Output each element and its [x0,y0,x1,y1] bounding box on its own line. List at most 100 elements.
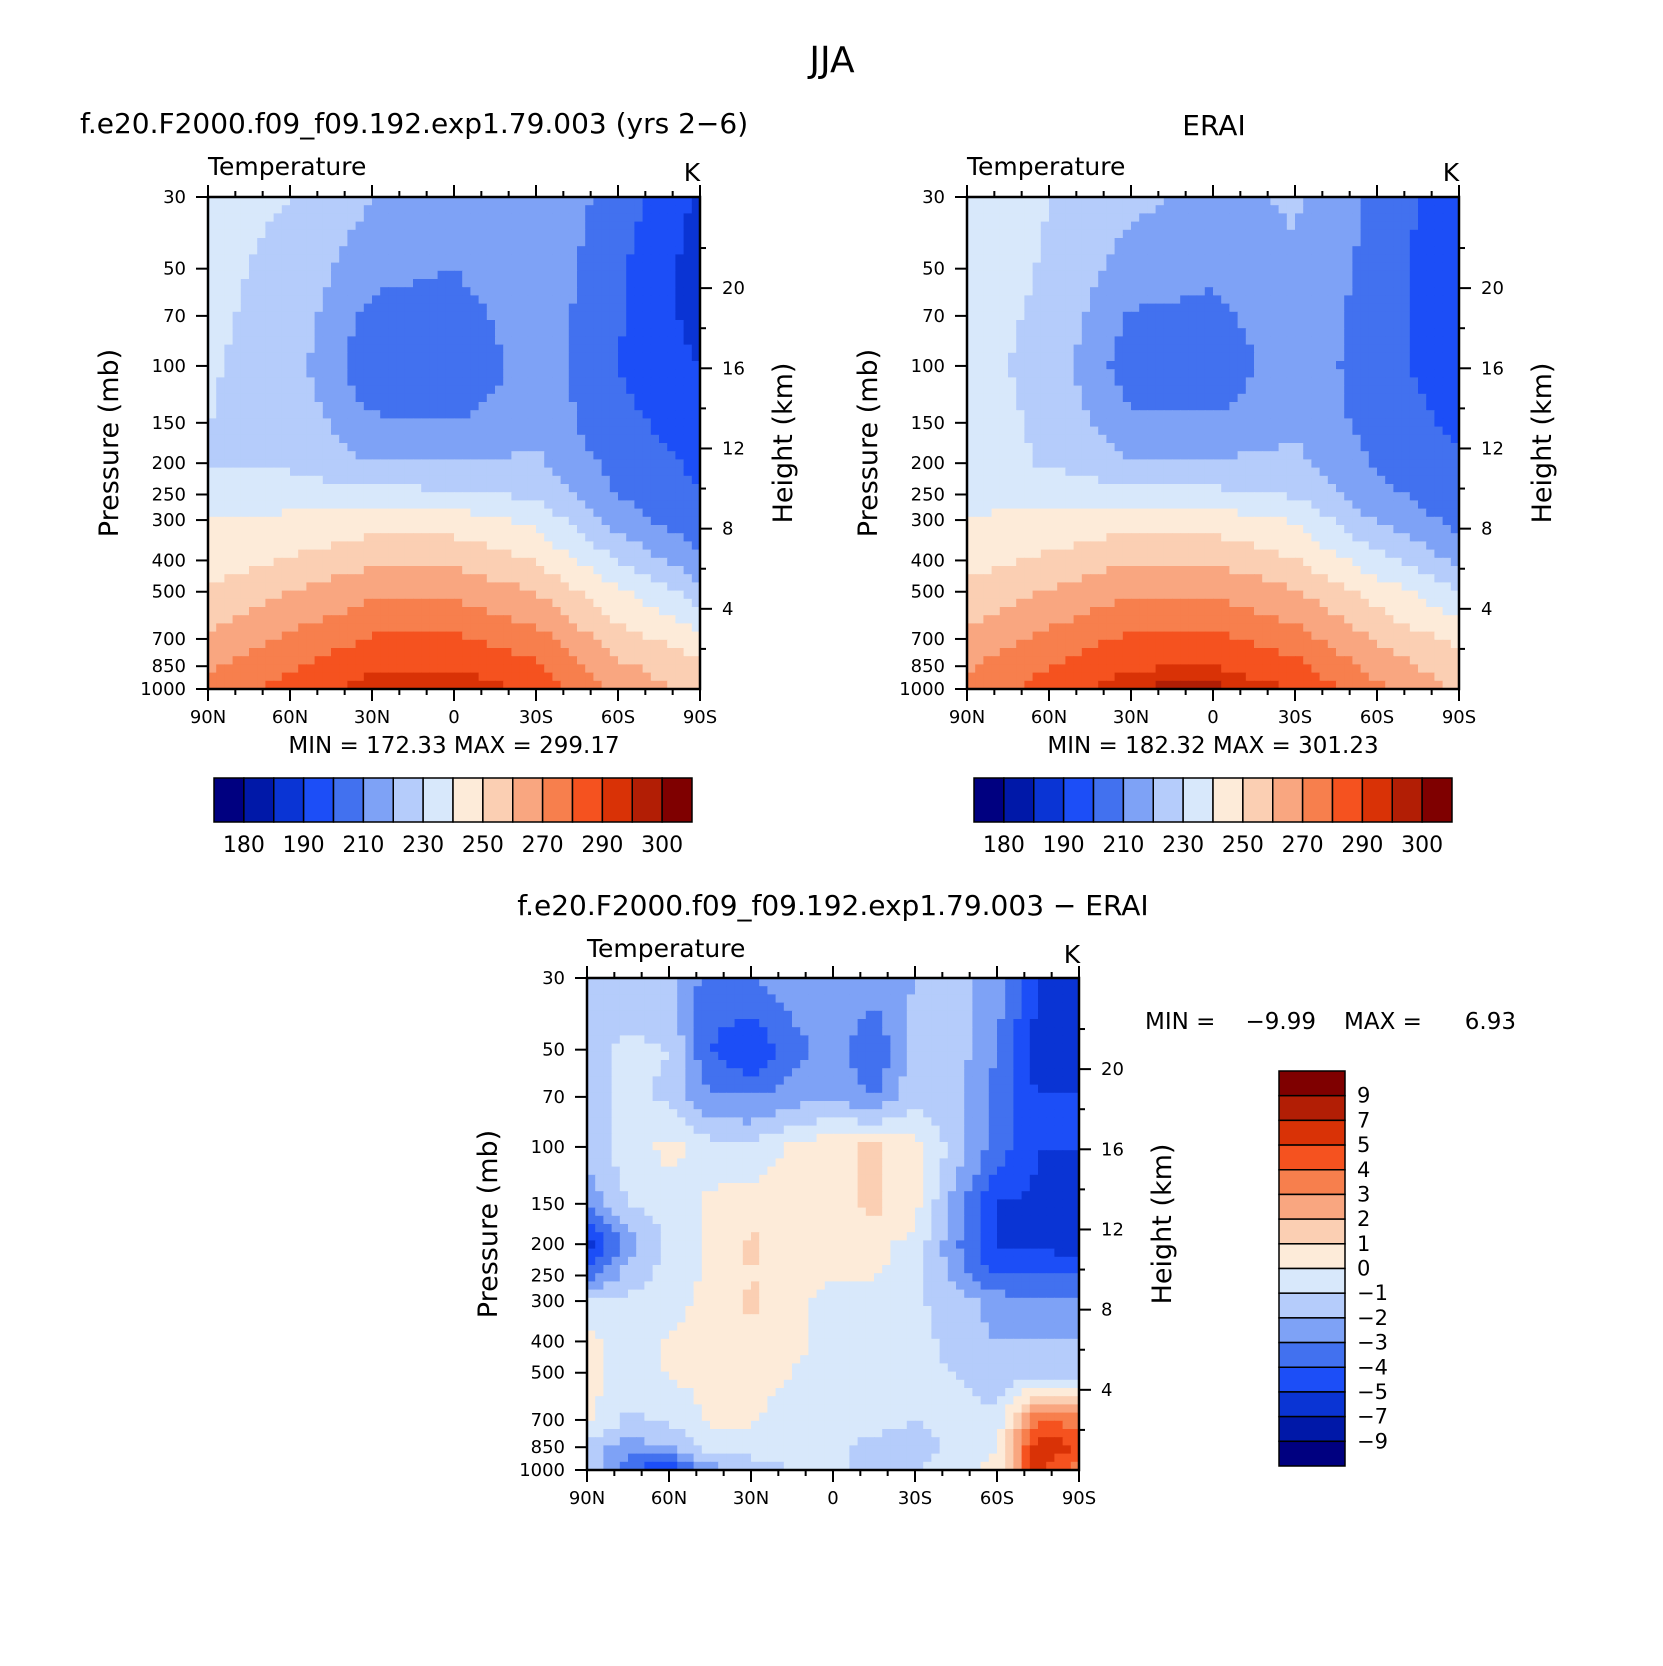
field-cell [413,426,422,436]
z-tick-label: 16 [722,358,745,379]
field-cell [454,566,463,575]
field-cell [1008,336,1017,346]
field-cell [322,672,332,682]
field-cell [1237,197,1247,206]
field-cell [216,229,225,239]
field-cell [593,213,603,223]
field-cell [208,361,217,370]
field-cell [454,607,463,616]
field-cell [1393,246,1403,255]
field-cell [404,328,414,337]
field-cell [404,639,414,649]
field-cell [683,664,693,674]
field-cell [503,574,512,583]
field-cell [240,467,250,477]
field-cell [257,557,266,567]
field-cell [527,631,537,641]
field-cell [314,238,324,247]
field-cell [478,492,488,501]
field-cell [273,648,283,657]
field-cell [347,574,357,583]
field-cell [478,451,488,460]
field-cell [609,328,619,337]
field-cell [1344,229,1353,239]
field-cell [1336,270,1345,280]
field-cell [536,320,545,329]
field-cell [691,533,701,542]
field-cell [560,639,570,649]
field-cell [1336,303,1345,313]
field-cell [232,410,242,419]
field-cell [216,205,225,214]
field-cell [372,574,381,583]
field-cell [1098,262,1107,272]
field-cell [544,352,553,362]
field-cell [363,303,373,313]
field-cell [1262,344,1271,354]
field-cell [544,426,553,436]
field-cell [216,500,225,510]
field-cell [1008,279,1017,288]
field-cell [232,246,242,255]
field-cell [265,279,275,288]
field-cell [560,500,570,510]
field-cell [1065,320,1075,329]
field-cell [363,672,373,682]
field-cell [1213,229,1222,239]
field-cell [429,205,439,214]
field-cell [1057,279,1066,288]
field-cell [659,287,668,296]
colorbar-label: 190 [283,833,325,858]
field-cell [544,656,553,665]
field-cell [437,221,447,231]
field-cell [404,680,414,690]
field-cell [536,270,545,280]
field-cell [413,508,422,518]
field-cell [331,311,340,321]
field-cell [609,320,619,329]
field-cell [1352,279,1362,288]
field-cell [1081,238,1091,247]
field-cell [659,336,668,346]
field-cell [601,623,611,633]
field-cell [249,615,258,624]
field-cell [339,664,348,674]
field-cell [470,410,480,419]
field-cell [1032,369,1042,378]
field-cell [388,238,398,247]
field-cell [249,238,258,247]
field-cell [609,672,619,682]
field-cell [240,328,250,337]
field-cell [232,459,242,469]
field-cell [462,295,471,305]
field-cell [322,320,332,329]
field-cell [470,607,480,616]
field-cell [322,484,332,493]
field-cell [322,213,332,223]
field-cell [544,254,553,264]
field-cell [470,516,480,526]
field-cell [675,525,685,534]
field-cell [675,623,685,633]
field-cell [1418,205,1427,214]
field-cell [967,197,976,206]
field-cell [1368,205,1378,214]
field-cell [601,434,611,444]
field-cell [454,344,463,354]
field-cell [593,598,603,608]
field-cell [208,516,217,526]
field-cell [683,410,693,419]
field-cell [363,648,373,657]
field-cell [363,475,373,485]
field-cell [634,418,644,428]
field-cell [667,336,676,346]
field-cell [683,623,693,633]
field-cell [396,344,406,354]
field-cell [290,221,299,231]
field-cell [240,451,250,460]
field-cell [667,328,676,337]
field-cell [322,574,332,583]
field-cell [626,525,635,534]
field-cell [249,279,258,288]
field-cell [975,254,984,264]
